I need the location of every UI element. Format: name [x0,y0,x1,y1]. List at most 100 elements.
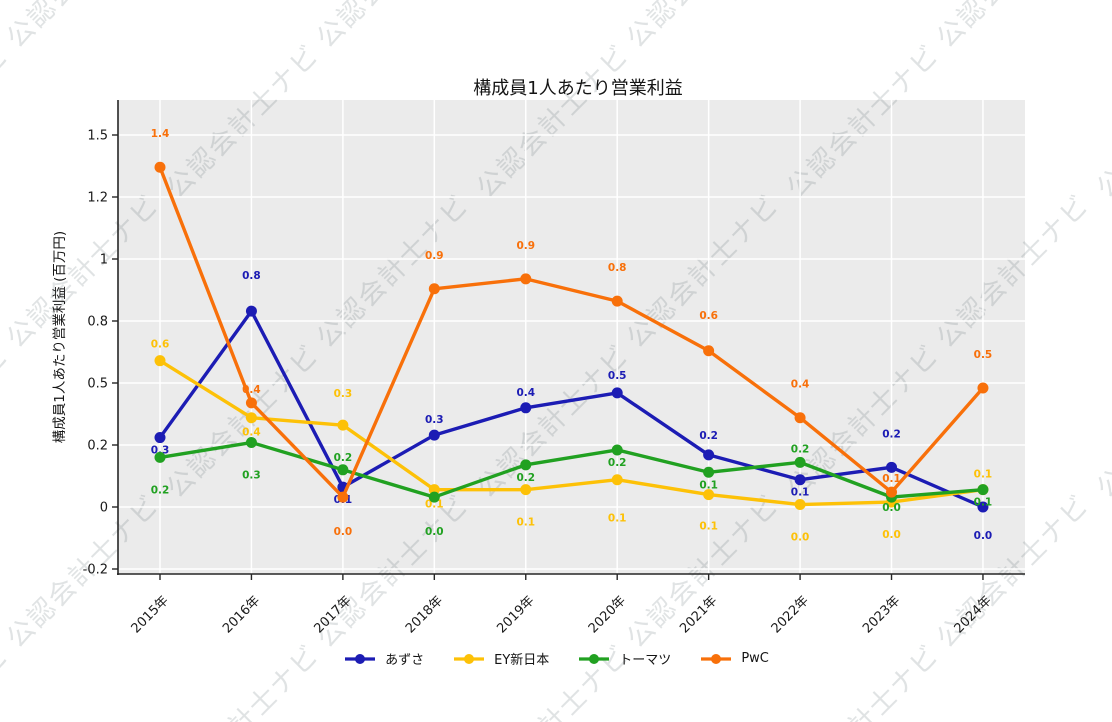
data-label-tohmatsu-2023年: 0.0 [882,502,901,514]
data-label-azusa-2020年: 0.5 [608,370,627,382]
data-label-ey-shinnihon-2018年: 0.1 [425,499,444,511]
data-point-pwc-2019年[interactable] [520,273,532,285]
data-point-azusa-2016年[interactable] [245,305,257,317]
data-label-ey-shinnihon-2019年: 0.1 [516,517,535,529]
data-label-pwc-2023年: 0.1 [882,473,901,485]
x-tick-label: 2024年 [952,593,995,636]
data-label-ey-shinnihon-2023年: 0.0 [882,529,901,541]
data-point-azusa-2024年[interactable] [977,501,989,513]
y-tick-label: 1.2 [87,191,108,206]
x-tick-label: 2017年 [312,593,355,636]
data-point-ey-shinnihon-2020年[interactable] [611,474,623,486]
legend-dot-icon [589,653,600,664]
data-point-ey-shinnihon-2021年[interactable] [703,489,715,501]
data-label-pwc-2016年: 0.4 [242,384,261,396]
data-label-tohmatsu-2020年: 0.2 [608,457,627,469]
data-label-azusa-2021年: 0.2 [699,430,718,442]
series-line-azusa [158,309,985,509]
legend-label-azusa: あずさ [385,653,425,668]
data-label-pwc-2024年: 0.5 [974,349,993,361]
data-point-azusa-2018年[interactable] [428,429,440,441]
legend-item-ey-shinnihon[interactable]: EY新日本 [452,649,549,668]
legend-label-tohmatsu: トーマツ [619,653,672,668]
data-point-ey-shinnihon-2019年[interactable] [520,484,532,496]
data-label-pwc-2019年: 0.9 [516,240,535,252]
data-label-tohmatsu-2017年: 0.2 [334,452,353,464]
data-point-ey-shinnihon-2022年[interactable] [794,499,806,511]
data-label-ey-shinnihon-2020年: 0.1 [608,513,627,525]
data-point-tohmatsu-2016年[interactable] [245,437,257,449]
data-label-ey-shinnihon-2022年: 0.0 [791,532,810,544]
data-point-tohmatsu-2019年[interactable] [520,459,532,471]
y-tick-label: 1.5 [87,129,108,144]
data-point-pwc-2024年[interactable] [977,382,989,394]
data-label-ey-shinnihon-2017年: 0.3 [334,388,353,400]
y-tick-label: -0.2 [83,563,108,578]
y-tick-label: 0.5 [87,377,108,392]
data-point-azusa-2021年[interactable] [703,449,715,461]
data-label-azusa-2022年: 0.1 [791,487,810,499]
data-point-tohmatsu-2015年[interactable] [154,451,166,463]
data-point-pwc-2022年[interactable] [794,412,806,424]
data-point-tohmatsu-2021年[interactable] [703,466,715,478]
data-point-tohmatsu-2022年[interactable] [794,456,806,468]
data-point-tohmatsu-2024年[interactable] [977,484,989,496]
x-tick-label: 2020年 [586,593,629,636]
data-point-azusa-2015年[interactable] [154,432,166,444]
data-label-tohmatsu-2019年: 0.2 [516,472,535,484]
legend-item-tohmatsu[interactable]: トーマツ [577,649,671,668]
x-tick-label: 2023年 [860,593,903,636]
data-point-azusa-2022年[interactable] [794,474,806,486]
data-label-azusa-2016年: 0.8 [242,270,261,282]
legend-marker-azusa [345,653,376,664]
legend-dot-icon [355,653,366,664]
data-point-tohmatsu-2017年[interactable] [337,464,349,476]
data-point-pwc-2018年[interactable] [428,283,440,295]
y-tick-label: 0.8 [87,315,108,330]
data-label-pwc-2018年: 0.9 [425,250,444,262]
x-tick-label: 2021年 [677,593,720,636]
data-label-ey-shinnihon-2021年: 0.1 [699,521,718,533]
data-point-azusa-2020年[interactable] [611,387,623,399]
data-label-tohmatsu-2024年: 0.1 [974,497,993,509]
data-label-pwc-2015年: 1.4 [151,128,170,140]
x-tick-label: 2019年 [494,593,537,636]
data-label-azusa-2015年: 0.3 [151,445,170,457]
legend-item-azusa[interactable]: あずさ [343,649,424,668]
data-point-tohmatsu-2020年[interactable] [611,444,623,456]
data-point-pwc-2017年[interactable] [337,491,349,503]
legend-item-pwc[interactable]: PwC [699,651,769,666]
legend: あずさ EY新日本 トーマツ PwC [0,649,1112,668]
legend-dot-icon [711,653,722,664]
y-axis-label: 構成員1人あたり営業利益 (百万円) [52,230,68,444]
data-label-pwc-2017年: 0.0 [334,526,353,538]
y-tick-label: 1 [100,253,108,268]
data-label-azusa-2019年: 0.4 [516,387,535,399]
data-label-tohmatsu-2022年: 0.2 [791,443,810,455]
data-label-tohmatsu-2015年: 0.2 [151,484,170,496]
data-label-tohmatsu-2016年: 0.3 [242,470,261,482]
series-line-pwc [158,165,985,499]
data-point-pwc-2020年[interactable] [611,295,623,307]
legend-label-ey-shinnihon: EY新日本 [494,653,550,668]
data-point-pwc-2015年[interactable] [154,161,166,173]
legend-marker-ey-shinnihon [454,653,485,664]
data-label-pwc-2020年: 0.8 [608,262,627,274]
data-point-tohmatsu-2018年[interactable] [428,491,440,503]
data-label-tohmatsu-2021年: 0.1 [699,479,718,491]
data-point-azusa-2019年[interactable] [520,402,532,414]
x-tick-label: 2016年 [220,593,263,636]
data-point-pwc-2016年[interactable] [245,397,257,409]
data-point-ey-shinnihon-2017年[interactable] [337,419,349,431]
x-tick-label: 2022年 [769,593,812,636]
data-point-azusa-2023年[interactable] [886,461,898,473]
data-point-pwc-2021年[interactable] [703,345,715,357]
data-label-pwc-2022年: 0.4 [791,379,810,391]
legend-marker-pwc [701,653,732,664]
data-point-pwc-2023年[interactable] [886,486,898,498]
chart-title: 構成員1人あたり営業利益 [473,78,683,99]
data-point-ey-shinnihon-2016年[interactable] [245,412,257,424]
series-line-tohmatsu [158,440,985,499]
data-point-ey-shinnihon-2015年[interactable] [154,355,166,367]
